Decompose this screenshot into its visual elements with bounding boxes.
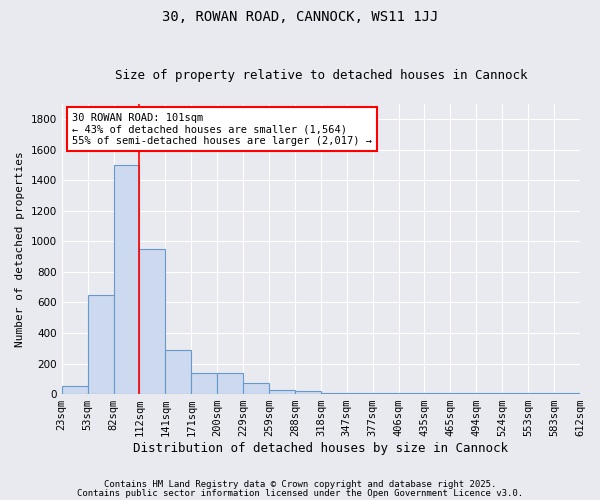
Title: Size of property relative to detached houses in Cannock: Size of property relative to detached ho…: [115, 69, 527, 82]
Bar: [295, 391, 321, 394]
X-axis label: Distribution of detached houses by size in Cannock: Distribution of detached houses by size …: [133, 442, 508, 455]
Bar: [217, 374, 243, 394]
Text: Contains HM Land Registry data © Crown copyright and database right 2025.: Contains HM Land Registry data © Crown c…: [104, 480, 496, 489]
Bar: [191, 374, 217, 394]
Bar: [113, 165, 139, 394]
Bar: [269, 390, 295, 394]
Bar: [139, 249, 166, 394]
Text: Contains public sector information licensed under the Open Government Licence v3: Contains public sector information licen…: [77, 488, 523, 498]
Bar: [166, 350, 191, 394]
Text: 30, ROWAN ROAD, CANNOCK, WS11 1JJ: 30, ROWAN ROAD, CANNOCK, WS11 1JJ: [162, 10, 438, 24]
Text: 30 ROWAN ROAD: 101sqm
← 43% of detached houses are smaller (1,564)
55% of semi-d: 30 ROWAN ROAD: 101sqm ← 43% of detached …: [72, 112, 372, 146]
Bar: [62, 386, 88, 394]
Y-axis label: Number of detached properties: Number of detached properties: [15, 151, 25, 347]
Bar: [243, 384, 269, 394]
Bar: [88, 295, 113, 394]
